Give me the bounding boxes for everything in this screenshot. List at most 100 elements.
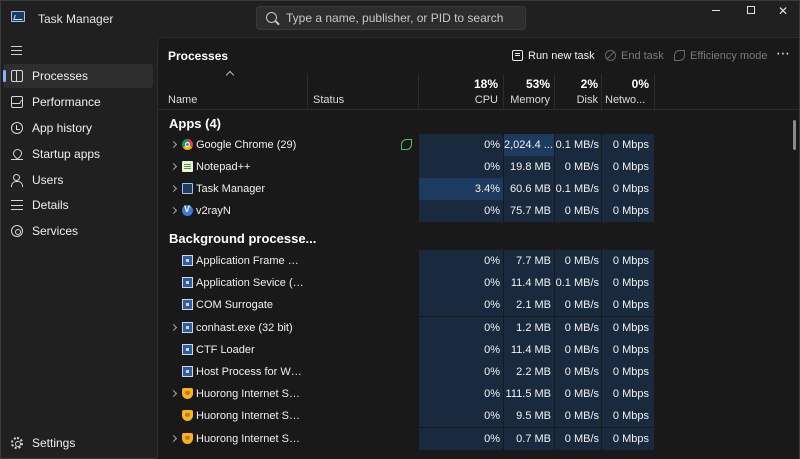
search-box[interactable] [256,6,526,30]
expand-chevron-icon[interactable] [169,184,178,193]
window-icon [182,366,193,377]
column-header-disk[interactable]: Disk [576,94,598,106]
column-header-network[interactable]: Netwo... [605,94,646,106]
expand-chevron-icon[interactable] [169,140,178,149]
memory-heat-cell [504,156,554,178]
disk-value: 0 MB/s [564,343,599,356]
disk-value: 0.1 MB/s [555,277,599,290]
app-row[interactable]: Google Chrome (29) 0% 2,024.4 ... 0.1 MB/s 0… [158,134,799,156]
column-header-status[interactable]: Status [313,94,345,106]
memory-heat-cell [504,250,554,272]
expand-chevron-icon[interactable] [169,434,178,442]
maximize-button[interactable] [737,2,767,20]
memory-heat-cell [504,427,554,450]
sidebar-item-label: Details [32,198,69,212]
sidebar-item-settings[interactable]: Settings [3,431,153,455]
cpu-heat-cell [419,383,503,406]
background-process-row[interactable]: Application Frame H... 0% 7.7 MB 0 MB/s 0 Mb… [158,250,799,272]
column-header-name[interactable]: Name [168,94,198,106]
expand-chevron-icon[interactable] [169,162,178,171]
cpu-value: 0% [484,255,500,267]
disk-value: 0 MB/s [564,366,599,378]
cpu-heat-cell [419,405,503,428]
window-icon [182,277,193,289]
sidebar-item-details[interactable]: Details [3,193,153,217]
cpu-heat-cell [419,316,503,339]
memory-heat-cell [504,383,554,406]
background-process-row[interactable]: CTF Loader 0% 11.4 MB 0 MB/s 0 Mbps [158,338,799,361]
app-row[interactable]: v2rayN 0% 75.7 MB 0 MB/s 0 Mbps [158,200,799,222]
search-input[interactable] [286,7,521,29]
disk-value: 0 MB/s [564,205,599,217]
background-process-row[interactable]: conhast.exe (32 bit) 0% 1.2 MB 0 MB/s 0 Mbps [158,316,799,339]
sidebar-item-services[interactable]: Services [3,219,153,243]
app-row[interactable]: Task Manager 3.4% 60.6 MB 0.1 MB/s 0 Mbps [158,178,799,200]
sidebar-item-startup-apps[interactable]: Startup apps [3,142,153,166]
sidebar-item-users[interactable]: Users [3,168,153,192]
hamburger-menu-icon[interactable] [11,46,22,55]
sidebar-item-label: App history [32,121,93,135]
minimize-button[interactable] [702,2,732,20]
network-heat-cell [602,134,654,156]
sidebar-item-processes[interactable]: Processes [3,64,153,88]
cpu-value: 0% [484,343,500,356]
column-divider [654,74,655,110]
background-process-row[interactable]: COM Surrogate 0% 2.1 MB 0 MB/s 0 Mbps [158,294,799,317]
cpu-heat-cell [419,200,503,222]
network-heat-cell [602,316,654,339]
background-process-row[interactable]: Huorong Internet Sec... 0% 0.7 MB 0 MB/s 0 M… [158,427,799,450]
disk-heat-cell [555,427,601,450]
column-header-memory[interactable]: Memory [510,94,550,106]
background-process-row[interactable]: Host Process for Win... 0% 2.2 MB 0 MB/s 0 M… [158,361,799,383]
process-name: Huorong Internet Sec... [196,432,304,445]
disk-heat-cell [555,316,601,339]
network-value: 0 Mbps [612,255,649,267]
sidebar-item-app-history[interactable]: App history [3,116,153,140]
performance-icon [11,96,23,108]
disk-heat-cell [555,361,601,383]
shield-icon [182,388,193,400]
memory-heat-cell [504,338,554,361]
scrollbar-thumb[interactable] [793,120,796,150]
disk-value: 0.1 MB/s [555,139,599,151]
cpu-heat-cell [419,178,503,200]
column-header-cpu[interactable]: CPU [474,94,498,106]
expand-chevron-icon[interactable] [169,390,178,398]
title-bar: Task Manager ✕ [0,0,800,37]
background-process-row[interactable]: Application Sevice (3... 0% 11.4 MB 0.1 MB/… [158,272,799,295]
efficiency-mode-icon [401,139,412,150]
disk-heat-cell [555,272,601,295]
memory-value: 111.5 MB [505,388,551,401]
background-process-row[interactable]: Huorong Internet Sec... 0% 111.5 MB 0 MB/s 0… [158,383,799,406]
services-icon [11,225,23,237]
cpu-value: 0% [484,277,500,290]
run-new-task-label: Run new task [528,50,595,62]
memory-heat-cell [504,272,554,295]
more-options-button[interactable]: ⋯ [776,45,790,61]
process-name: Notepad++ [196,161,251,173]
network-heat-cell [602,250,654,272]
cpu-value: 0% [484,366,500,378]
network-heat-cell [602,405,654,428]
expand-chevron-icon[interactable] [169,323,178,331]
memory-value: 19.8 MB [510,161,551,173]
network-value: 0 Mbps [612,161,649,173]
disk-value: 0 MB/s [564,410,599,423]
background-process-row[interactable]: Huorong Internet Sec... 0% 9.5 MB 0 MB/s 0 M… [158,405,799,428]
network-value: 0 Mbps [612,432,649,445]
memory-value: 11.4 MB [510,343,551,356]
disk-heat-cell [555,178,601,200]
settings-icon [11,437,23,449]
cpu-value: 0% [484,388,500,401]
memory-heat-cell [504,316,554,339]
disk-value: 0 MB/s [564,388,599,401]
cpu-heat-cell [419,272,503,295]
network-value: 0 Mbps [612,388,649,401]
sidebar-item-performance[interactable]: Performance [3,90,153,114]
memory-value: 2.1 MB [516,299,551,312]
network-value: 0 Mbps [612,299,649,312]
close-button[interactable]: ✕ [777,4,789,18]
expand-chevron-icon[interactable] [169,206,178,215]
app-row[interactable]: Notepad++ 0% 19.8 MB 0 MB/s 0 Mbps [158,156,799,178]
disk-heat-cell [555,134,601,156]
